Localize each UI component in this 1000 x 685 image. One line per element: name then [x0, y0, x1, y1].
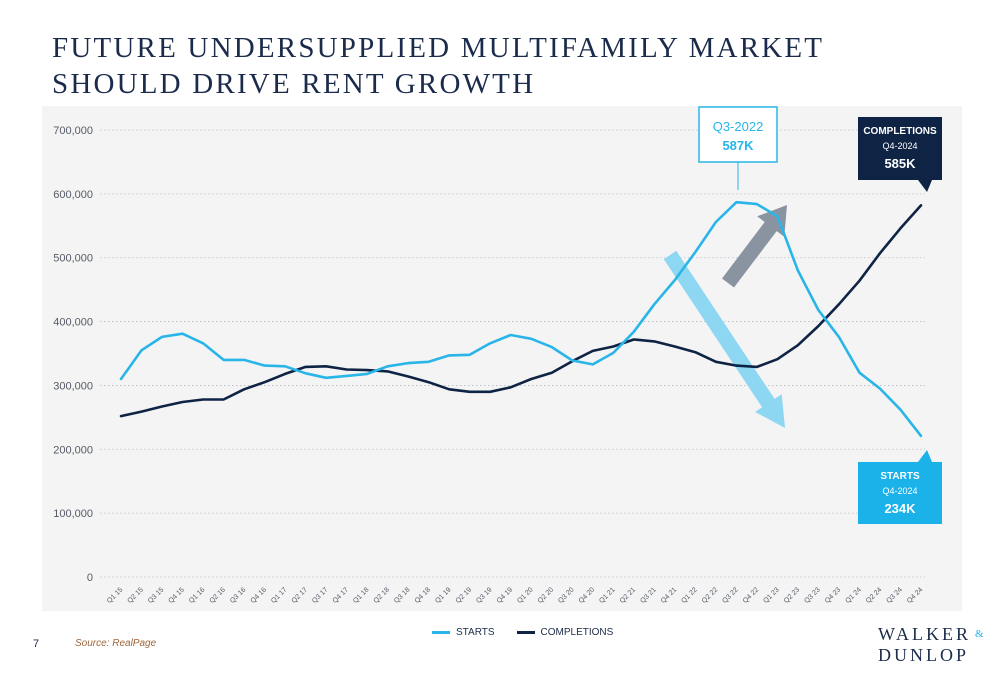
x-tick-label: Q3 22 [721, 586, 740, 605]
x-tick-label: Q3 19 [475, 586, 494, 605]
x-tick-label: Q4 17 [332, 586, 351, 605]
y-tick-label: 300,000 [53, 380, 93, 392]
x-tick-label: Q3 20 [557, 586, 576, 605]
y-tick-label: 200,000 [53, 444, 93, 456]
peak-callout-box [698, 106, 778, 163]
starts-callout-box [858, 462, 942, 524]
logo-word-walker: WALKER [878, 624, 971, 644]
x-tick-label: Q4 16 [250, 586, 269, 605]
legend-label-completions: COMPLETIONS [540, 627, 614, 638]
x-tick-label: Q4 24 [906, 586, 925, 605]
starts-callout-period: Q4-2024 [882, 486, 917, 496]
x-tick-label: Q1 16 [188, 586, 207, 605]
logo-ampersand: & [975, 628, 984, 640]
legend-swatch-starts [432, 631, 450, 634]
peak-callout-value: 587K [722, 138, 754, 153]
x-tick-label: Q3 18 [393, 586, 412, 605]
y-tick-label: 400,000 [53, 317, 93, 329]
x-tick-label: Q4 20 [578, 586, 597, 605]
page-title: FUTURE UNDERSUPPLIED MULTIFAMILY MARKET … [52, 32, 824, 100]
chart-panel [42, 106, 962, 611]
logo-word-dunlop: DUNLOP [878, 645, 970, 665]
x-tick-label: Q2 16 [209, 586, 228, 605]
x-tick-label: Q4 18 [414, 586, 433, 605]
x-tick-label: Q1 23 [762, 586, 781, 605]
x-tick-label: Q4 21 [660, 586, 679, 605]
starts-line [119, 200, 923, 438]
x-tick-label: Q2 22 [701, 586, 720, 605]
x-tick-label: Q1 21 [598, 586, 617, 605]
starts-callout-pointer [918, 450, 932, 462]
x-tick-label: Q1 18 [352, 586, 371, 605]
legend-item-starts: STARTS [432, 627, 495, 638]
x-tick-label: Q4 23 [824, 586, 843, 605]
x-tick-label: Q3 24 [885, 586, 904, 605]
x-tick-label: Q2 19 [455, 586, 474, 605]
x-tick-label: Q1 24 [844, 586, 863, 605]
x-tick-label: Q4 19 [496, 586, 515, 605]
x-tick-label: Q3 15 [147, 586, 166, 605]
y-tick-label: 100,000 [53, 508, 93, 520]
x-tick-label: Q4 22 [742, 586, 761, 605]
x-tick-label: Q2 21 [619, 586, 638, 605]
starts-callout-value: 234K [884, 501, 916, 516]
trend-arrow-down [663, 250, 785, 428]
y-tick-label: 700,000 [53, 125, 93, 137]
completions-callout-box [858, 117, 942, 180]
x-tick-label: Q1 17 [270, 586, 289, 605]
completions-callout-period: Q4-2024 [882, 141, 917, 151]
x-tick-label: Q1 15 [106, 586, 125, 605]
x-tick-label: Q3 16 [229, 586, 248, 605]
source-note: Source: RealPage [75, 638, 157, 649]
company-logo: WALKER & DUNLOP [878, 624, 984, 666]
x-tick-label: Q2 20 [537, 586, 556, 605]
x-tick-label: Q2 23 [783, 586, 802, 605]
x-tick-label: Q1 20 [516, 586, 535, 605]
x-tick-label: Q2 24 [865, 586, 884, 605]
x-tick-label: Q4 15 [168, 586, 187, 605]
x-tick-label: Q2 15 [126, 586, 145, 605]
y-tick-label: 0 [87, 572, 93, 584]
y-tick-label: 500,000 [53, 253, 93, 265]
legend: STARTS COMPLETIONS [432, 627, 613, 638]
x-tick-label: Q3 23 [803, 586, 822, 605]
legend-item-completions: COMPLETIONS [516, 627, 614, 638]
peak-callout-period: Q3-2022 [713, 119, 764, 134]
legend-swatch-completions [516, 631, 535, 634]
x-tick-label: Q1 22 [680, 586, 699, 605]
x-tick-label: Q3 17 [311, 586, 330, 605]
completions-callout-value: 585K [884, 156, 916, 171]
x-tick-label: Q2 18 [373, 586, 392, 605]
x-tick-label: Q2 17 [291, 586, 310, 605]
legend-label-starts: STARTS [456, 627, 495, 638]
trend-arrow-up [722, 205, 787, 288]
y-tick-label: 600,000 [53, 189, 93, 201]
x-tick-label: Q3 21 [639, 586, 658, 605]
x-tick-label: Q1 19 [434, 586, 453, 605]
completions-callout-pointer [918, 180, 932, 192]
starts-callout-label: STARTS [880, 471, 920, 482]
completions-line [119, 204, 923, 418]
completions-callout-label: COMPLETIONS [863, 126, 937, 137]
page-number: 7 [33, 638, 40, 650]
